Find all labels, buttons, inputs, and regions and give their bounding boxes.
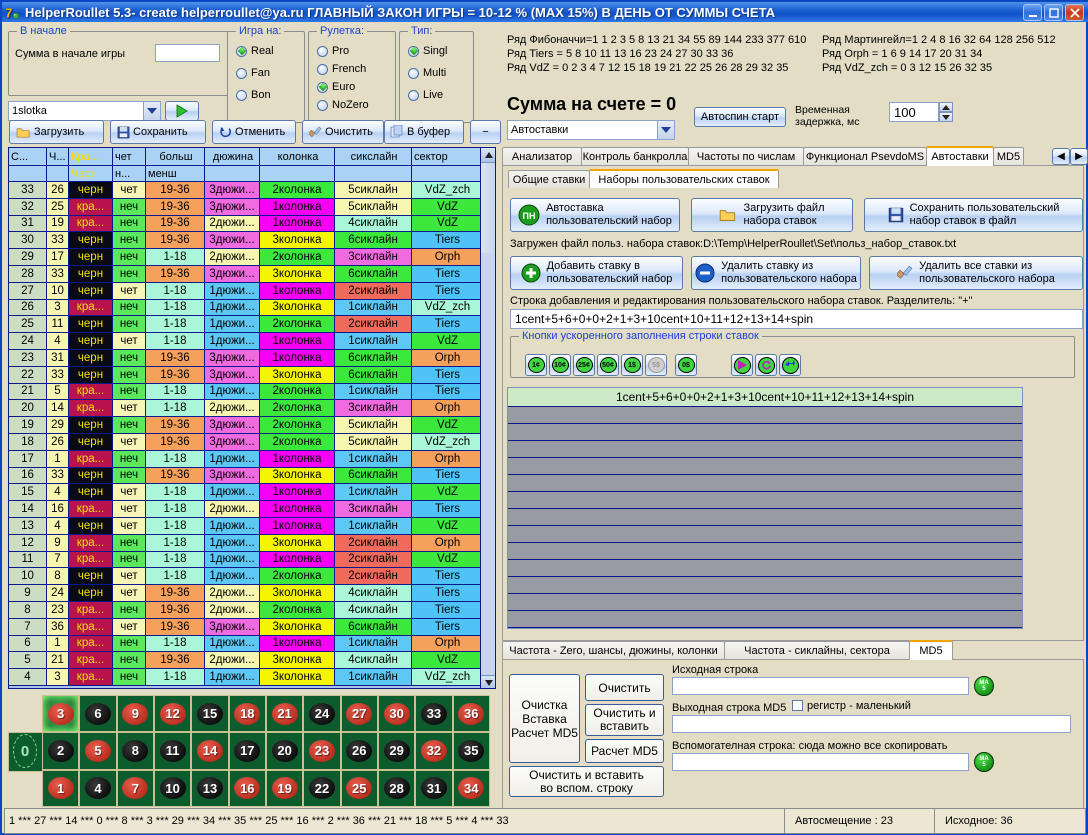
svg-text:ПН: ПН bbox=[523, 211, 536, 221]
svg-text:7: 7 bbox=[6, 6, 12, 20]
